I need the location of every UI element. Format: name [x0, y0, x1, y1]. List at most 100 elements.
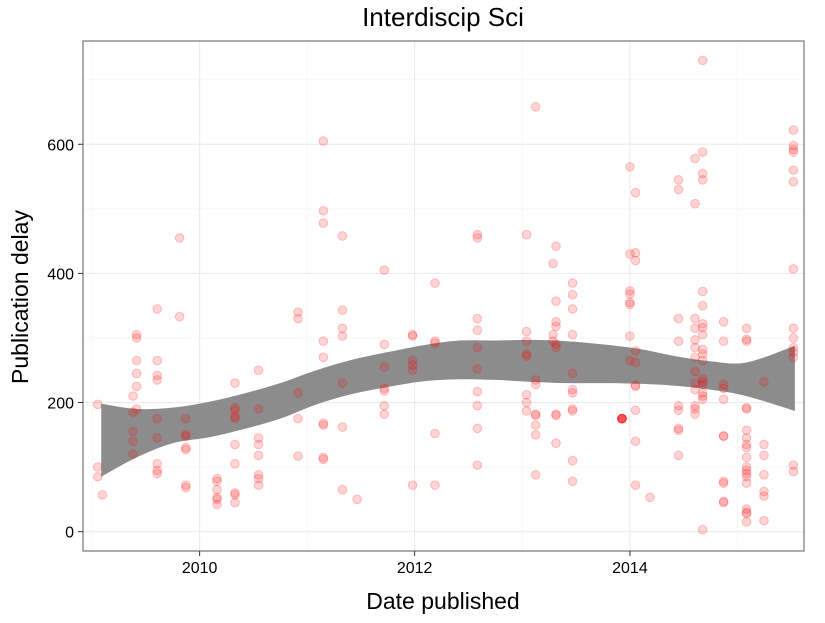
data-point	[788, 264, 799, 274]
data-point	[521, 326, 532, 337]
data-point	[230, 402, 240, 413]
data-point	[152, 370, 163, 381]
data-point	[567, 278, 578, 288]
data-point	[352, 494, 363, 505]
data-point	[630, 405, 641, 416]
data-point	[697, 55, 708, 66]
data-point	[690, 378, 700, 388]
data-point	[430, 278, 440, 288]
data-point	[128, 449, 138, 459]
data-point	[697, 377, 708, 387]
data-point	[718, 336, 729, 346]
data-point	[625, 249, 635, 259]
data-point	[697, 318, 708, 329]
data-point	[673, 450, 684, 461]
data-point	[741, 442, 752, 453]
data-point	[97, 490, 108, 500]
data-point	[551, 241, 561, 252]
data-point	[212, 499, 222, 510]
data-point	[337, 323, 348, 334]
data-point	[92, 471, 103, 482]
data-point	[472, 313, 483, 324]
data-point	[212, 494, 222, 505]
data-point	[152, 304, 163, 314]
data-point	[180, 442, 191, 453]
data-point	[690, 313, 700, 324]
data-point	[253, 450, 264, 461]
data-point	[697, 391, 708, 401]
data-point	[253, 470, 264, 480]
data-point	[788, 460, 799, 470]
data-point	[180, 413, 191, 424]
data-point	[690, 153, 700, 164]
data-point	[697, 349, 708, 359]
data-point	[690, 342, 700, 353]
data-point	[128, 426, 138, 437]
data-point	[788, 466, 799, 477]
data-point	[697, 300, 708, 311]
data-point	[567, 455, 578, 466]
data-point	[617, 413, 627, 424]
data-point	[625, 286, 635, 296]
data-point	[530, 375, 541, 385]
data-point	[131, 368, 142, 379]
data-point	[718, 496, 729, 507]
data-point	[530, 409, 541, 419]
data-point	[718, 379, 729, 390]
data-point	[530, 379, 541, 390]
data-point	[293, 451, 303, 461]
data-point	[788, 347, 799, 357]
data-point	[690, 400, 700, 411]
data-point	[788, 125, 799, 135]
data-point	[407, 329, 418, 340]
data-point	[293, 307, 303, 317]
data-point	[645, 492, 655, 503]
data-point	[430, 336, 440, 346]
data-point	[521, 349, 532, 359]
data-point	[741, 507, 752, 518]
data-point	[152, 413, 163, 424]
data-point	[630, 187, 641, 198]
data-point	[697, 394, 708, 405]
data-point	[472, 364, 483, 374]
data-point	[567, 406, 578, 416]
data-point	[230, 488, 240, 498]
data-point	[630, 381, 641, 392]
data-point	[407, 480, 418, 490]
data-point	[788, 147, 799, 157]
data-point	[690, 366, 700, 377]
data-point	[718, 317, 729, 327]
data-point	[625, 289, 635, 299]
data-point	[567, 388, 578, 398]
data-point	[180, 480, 191, 490]
smooth-confidence-band	[101, 339, 795, 477]
data-point	[551, 321, 561, 332]
data-point	[788, 352, 799, 363]
data-point	[673, 336, 684, 346]
data-point	[337, 378, 348, 388]
data-point	[741, 439, 752, 450]
data-point	[253, 439, 264, 450]
data-point	[625, 355, 635, 366]
data-point	[253, 473, 264, 484]
data-point	[152, 355, 163, 366]
data-point	[741, 462, 752, 472]
data-point	[788, 333, 799, 343]
data-point	[788, 165, 799, 175]
data-point	[759, 439, 769, 450]
data-point	[253, 404, 264, 414]
data-point	[567, 384, 578, 395]
data-point	[718, 497, 729, 508]
data-point	[521, 389, 532, 400]
data-point	[697, 174, 708, 185]
data-point	[128, 391, 138, 401]
data-point	[697, 379, 708, 390]
data-point	[630, 255, 641, 266]
data-point	[530, 420, 541, 430]
data-point	[690, 198, 700, 209]
data-point	[741, 468, 752, 479]
data-point	[617, 413, 627, 424]
data-point	[673, 313, 684, 324]
data-point	[472, 233, 483, 243]
data-point	[430, 428, 440, 439]
